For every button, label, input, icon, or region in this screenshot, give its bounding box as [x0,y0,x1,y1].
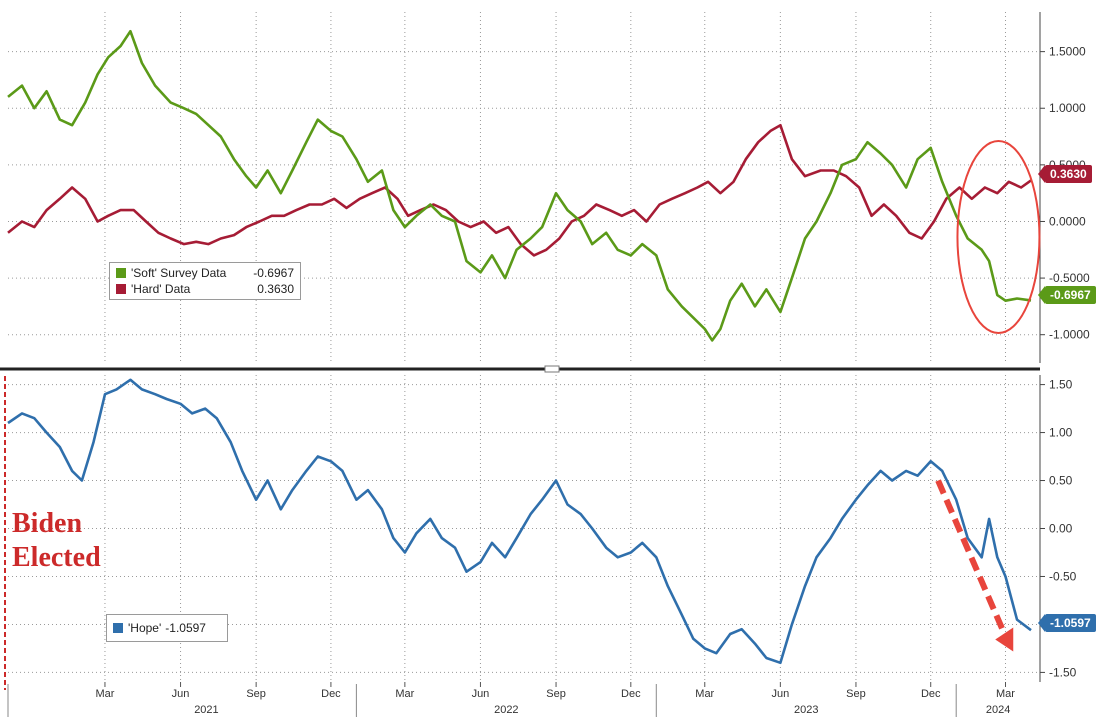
legend-item-hope: 'Hope' -1.0597 [107,620,227,636]
bottom-y-tick-label: 0.00 [1049,522,1073,536]
top-panel-area [8,12,1040,363]
x-tick-label-month: Sep [846,688,866,700]
biden-elected-annotation: Biden Elected [12,507,101,575]
legend-value-hard: 0.3630 [257,282,294,296]
trend-arrow-head [995,627,1014,652]
last-value-tag-hard: 0.3630 [1038,165,1092,183]
x-tick-label-month: Jun [172,688,190,700]
x-tick-label-month: Dec [921,688,941,700]
bottom-legend: 'Hope' -1.0597 [106,614,228,642]
legend-swatch-hope [113,623,123,633]
top-y-tick-label: 1.0000 [1049,101,1086,115]
panel-resize-handle [544,365,560,373]
legend-label-hope: 'Hope' [128,621,162,635]
x-tick-label-month: Mar [395,688,414,700]
x-tick-label-month: Mar [95,688,114,700]
biden-annotation-line-1: Biden [12,508,83,539]
x-tick-label-month: Sep [546,688,566,700]
bottom-y-tick-label: 1.50 [1049,378,1073,392]
series-line-soft-survey-data [7,29,1032,342]
trend-arrow-shaft [935,479,1007,635]
x-tick-label-month: Mar [996,688,1015,700]
series-line-hope [7,378,1032,665]
x-tick-label-month: Mar [695,688,714,700]
legend-swatch-soft [116,268,126,278]
legend-item-hard: 'Hard' Data 0.3630 [110,281,300,297]
x-tick-label-year: 2022 [494,704,518,716]
bottom-y-tick-label: -0.50 [1049,569,1077,583]
x-tick-label-month: Jun [472,688,490,700]
biden-annotation-line-2: Elected [12,542,101,573]
x-tick-label-month: Jun [771,688,789,700]
top-y-tick-label: 1.5000 [1049,45,1086,59]
legend-value-soft: -0.6967 [253,266,294,280]
x-tick-label-year: 2021 [194,704,218,716]
x-tick-label-month: Sep [246,688,266,700]
x-tick-label-month: Dec [621,688,641,700]
top-y-tick-label: -1.0000 [1049,328,1090,342]
legend-value-hope: -1.0597 [165,621,206,635]
series-line-hard-data [7,123,1032,257]
legend-swatch-hard [116,284,126,294]
legend-label-soft: 'Soft' Survey Data [131,266,227,280]
last-value-tag-hope: -1.0597 [1038,614,1096,632]
highlight-ellipse [956,140,1041,334]
bottom-y-tick-label: 0.50 [1049,474,1073,488]
x-tick-label-month: Dec [321,688,341,700]
legend-label-hard: 'Hard' Data [131,282,191,296]
legend-item-soft: 'Soft' Survey Data -0.6967 [110,265,300,281]
bottom-y-tick-label: 1.00 [1049,426,1073,440]
top-legend: 'Soft' Survey Data -0.6967 'Hard' Data 0… [109,262,301,300]
bottom-y-tick-label: -1.50 [1049,665,1077,679]
last-value-tag-soft: -0.6967 [1038,286,1096,304]
top-y-tick-label: -0.5000 [1049,271,1090,285]
x-tick-label-year: 2024 [986,704,1010,716]
top-y-tick-label: 0.0000 [1049,214,1086,228]
x-tick-label-year: 2023 [794,704,818,716]
